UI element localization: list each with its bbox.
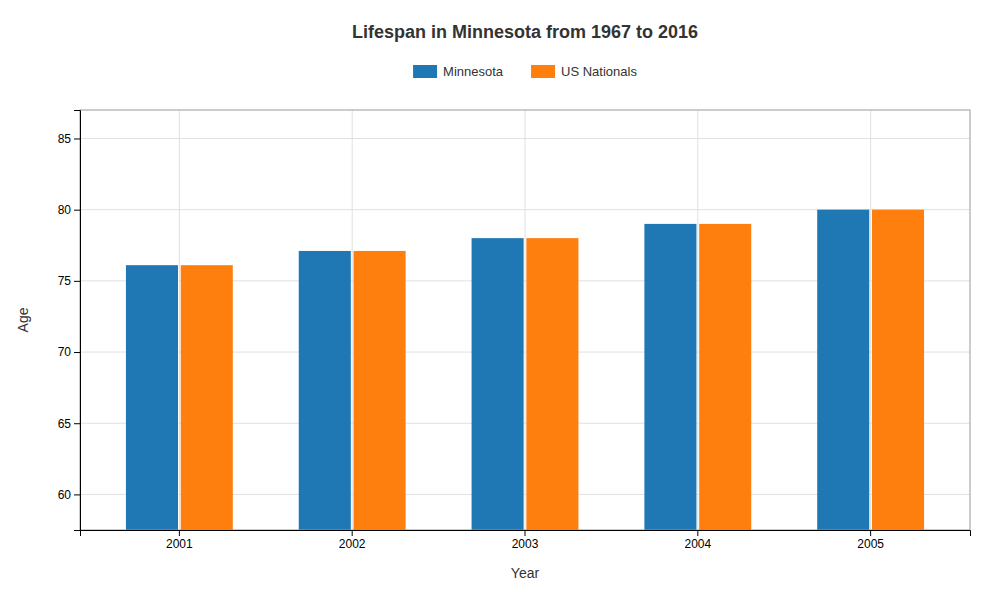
- y-tick-label: 75: [58, 274, 72, 288]
- x-grid-line: [697, 110, 698, 530]
- bar: [872, 210, 924, 530]
- chart: 60 65 70 75 80 85 2001 2002 2003 2004 2005 Year Age L…: [0, 0, 1000, 600]
- y-tick: 70: [58, 345, 80, 359]
- bar: [472, 238, 524, 530]
- y-tick-label: 60: [58, 488, 72, 502]
- bar: [817, 210, 869, 530]
- x-tick: 2002: [339, 530, 366, 551]
- y-tick: 75: [58, 274, 80, 288]
- y-axis-line: [74, 111, 81, 531]
- y-axis: 60 65 70 75 80 85: [58, 111, 81, 531]
- y-tick: 80: [58, 203, 80, 217]
- y-tick-mark: [74, 138, 80, 139]
- legend-swatch: [413, 65, 437, 78]
- y-axis-title: Age: [15, 307, 31, 332]
- y-tick-mark: [74, 281, 80, 282]
- x-tick-mark: [525, 530, 526, 536]
- bar: [126, 265, 178, 530]
- plot: 60 65 70 75 80 85 2001 2002 2003 2004 2005 Year Age: [15, 110, 971, 600]
- legend-label: Minnesota: [443, 64, 504, 79]
- bar: [354, 251, 406, 530]
- bars: [126, 210, 924, 530]
- y-tick: 65: [58, 417, 80, 431]
- x-tick-mark: [352, 530, 353, 536]
- x-tick-mark: [697, 530, 698, 536]
- x-tick: 2004: [684, 530, 711, 551]
- y-tick: 60: [58, 488, 80, 502]
- legend-item: US Nationals: [531, 64, 637, 79]
- x-tick: 2001: [166, 530, 193, 551]
- y-tick-label: 70: [58, 345, 72, 359]
- x-grid-line: [870, 110, 871, 530]
- bar: [181, 265, 233, 530]
- bar-series: [181, 210, 924, 530]
- bar: [299, 251, 351, 530]
- x-grid-line: [525, 110, 526, 530]
- legend: Minnesota US Nationals: [413, 64, 637, 79]
- x-tick-label: 2002: [339, 537, 366, 551]
- y-tick-label: 85: [58, 132, 72, 146]
- x-grid-line: [352, 110, 353, 530]
- bar: [526, 238, 578, 530]
- y-tick: 85: [58, 132, 80, 146]
- x-tick: 2005: [857, 530, 884, 551]
- bar: [644, 224, 696, 530]
- legend-label: US Nationals: [561, 64, 637, 79]
- x-axis-title: Year: [511, 565, 540, 581]
- x-tick-label: 2003: [512, 537, 539, 551]
- y-tick-mark: [74, 210, 80, 211]
- x-grid-line: [179, 110, 180, 530]
- legend-swatch: [531, 65, 555, 78]
- x-tick-mark: [179, 530, 180, 536]
- title: Lifespan in Minnesota from 1967 to 2016: [352, 22, 698, 42]
- y-tick-label: 65: [58, 417, 72, 431]
- x-tick: 2003: [512, 530, 539, 551]
- y-tick-mark: [74, 494, 80, 495]
- bar-series: [126, 210, 869, 530]
- y-tick-mark: [74, 423, 80, 424]
- x-tick-label: 2004: [684, 537, 711, 551]
- legend-item: Minnesota: [413, 64, 504, 79]
- x-axis: 2001 2002 2003 2004 2005: [81, 530, 971, 551]
- x-tick-mark: [870, 530, 871, 536]
- x-tick-label: 2001: [166, 537, 193, 551]
- x-axis-line: [81, 531, 971, 537]
- plot-frame: [80, 110, 970, 530]
- y-tick-mark: [74, 352, 80, 353]
- x-tick-label: 2005: [857, 537, 884, 551]
- y-tick-label: 80: [58, 203, 72, 217]
- bar: [699, 224, 751, 530]
